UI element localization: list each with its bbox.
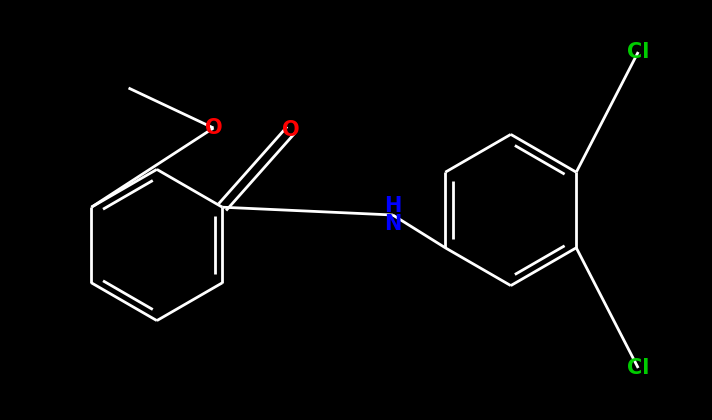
Text: O: O — [282, 120, 300, 140]
Text: Cl: Cl — [627, 42, 649, 62]
Text: Cl: Cl — [627, 358, 649, 378]
Text: H
N: H N — [384, 196, 402, 234]
Text: O: O — [204, 118, 222, 138]
